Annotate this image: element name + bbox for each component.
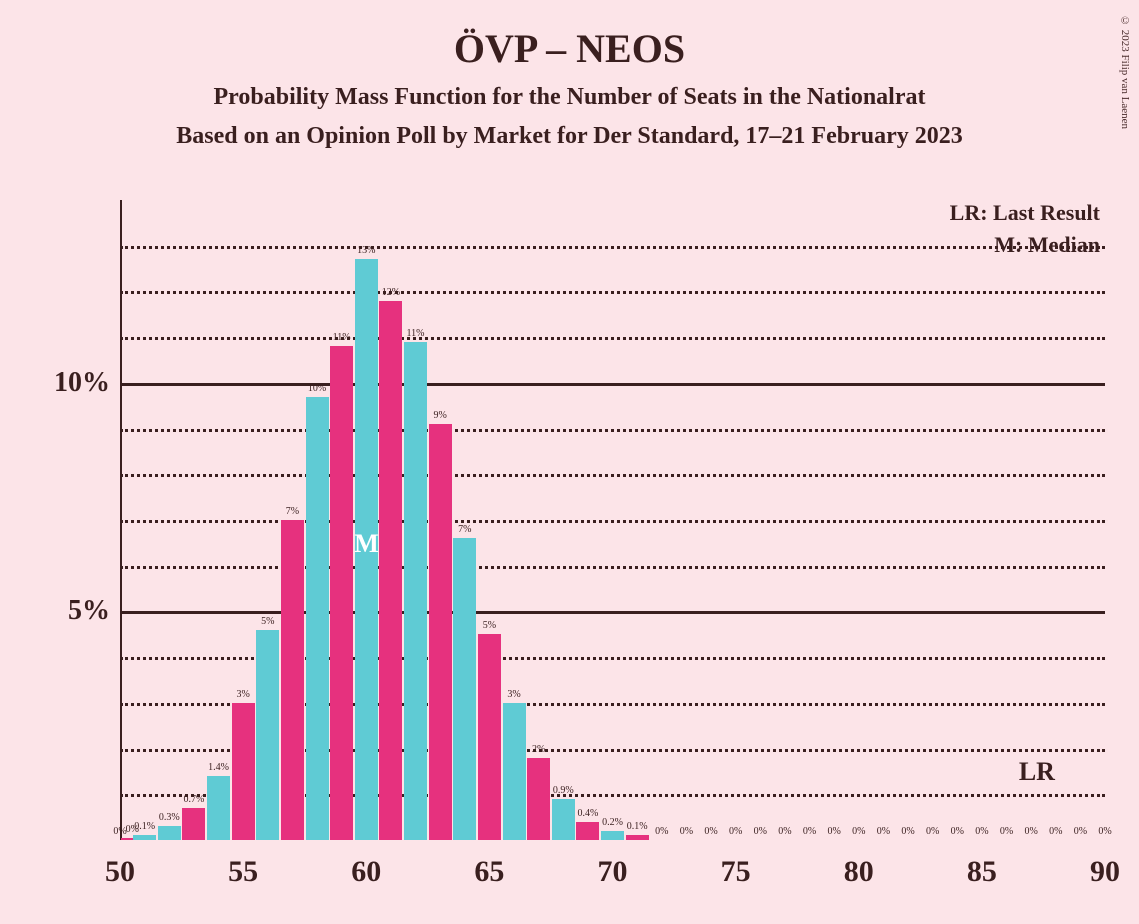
bar-label: 0% (975, 826, 988, 837)
bar-label: 3% (507, 689, 520, 700)
m-marker: M (354, 529, 379, 559)
y-tick-label: 5% (68, 595, 110, 627)
bar-label: 5% (483, 620, 496, 631)
bar-label: 0% (704, 826, 717, 837)
bar-label: 0% (1000, 826, 1013, 837)
x-tick-label: 85 (967, 855, 997, 889)
bar (552, 799, 575, 840)
bar (404, 342, 427, 840)
bar-label: 0% (803, 826, 816, 837)
bar-label: 0% (1074, 826, 1087, 837)
bar (601, 831, 624, 840)
bar-label: 0% (877, 826, 890, 837)
gridline (120, 337, 1105, 340)
x-tick-label: 50 (105, 855, 135, 889)
x-tick-label: 90 (1090, 855, 1120, 889)
legend-box: LR: Last Result M: Median (950, 200, 1100, 264)
bar-label: 0% (1049, 826, 1062, 837)
lr-marker: LR (1019, 757, 1055, 787)
bar-label: 0.9% (553, 785, 574, 796)
x-tick-label: 60 (351, 855, 381, 889)
gridline-major (120, 383, 1105, 386)
legend-lr: LR: Last Result (950, 200, 1100, 226)
bar-label: 9% (433, 410, 446, 421)
gridline (120, 520, 1105, 523)
bar (453, 538, 476, 840)
x-tick-label: 75 (721, 855, 751, 889)
title-block: ÖVP – NEOS Probability Mass Function for… (0, 0, 1139, 150)
bar-label: 0.1% (134, 821, 155, 832)
gridline (120, 474, 1105, 477)
x-tick-label: 70 (598, 855, 628, 889)
bar-label: 3% (236, 689, 249, 700)
bar (158, 826, 181, 840)
chart-area: LR: Last Result M: Median 0%0%0.1%0.3%0.… (120, 200, 1105, 840)
bar-label: 0% (655, 826, 668, 837)
bar (330, 346, 353, 840)
gridline (120, 429, 1105, 432)
x-tick-label: 65 (474, 855, 504, 889)
bar (626, 835, 649, 840)
gridline (120, 246, 1105, 249)
bar-label: 0% (680, 826, 693, 837)
bar-label: 7% (286, 506, 299, 517)
bar-label: 0% (1098, 826, 1111, 837)
bar-label: 11% (333, 332, 351, 343)
bar (527, 758, 550, 840)
bar (503, 703, 526, 840)
bar-label: 0% (901, 826, 914, 837)
bar-label: 0.2% (602, 817, 623, 828)
bar-label: 7% (458, 524, 471, 535)
gridline (120, 291, 1105, 294)
bar-label: 0.7% (183, 794, 204, 805)
bar (281, 520, 304, 840)
bar-label: 0% (951, 826, 964, 837)
bar (429, 424, 452, 840)
bar-label: 0.1% (627, 821, 648, 832)
bar-label: 0% (926, 826, 939, 837)
bar (182, 808, 205, 840)
bar (379, 301, 402, 840)
bar-label: 1.4% (208, 762, 229, 773)
bar (256, 630, 279, 840)
bar-label: 12% (382, 287, 400, 298)
bar-label: 10% (308, 383, 326, 394)
gridline (120, 566, 1105, 569)
bar-label: 11% (407, 328, 425, 339)
bar-label: 13% (357, 245, 375, 256)
x-tick-label: 55 (228, 855, 258, 889)
poll-info: Based on an Opinion Poll by Market for D… (0, 123, 1139, 150)
bar-label: 0% (1024, 826, 1037, 837)
bar (207, 776, 230, 840)
main-title: ÖVP – NEOS (0, 25, 1139, 72)
bar-label: 2% (532, 744, 545, 755)
bar-label: 0.3% (159, 812, 180, 823)
bar-label: 0% (852, 826, 865, 837)
bar (306, 397, 329, 840)
bar-label: 0% (729, 826, 742, 837)
bar-label: 5% (261, 616, 274, 627)
bar-label: 0% (778, 826, 791, 837)
y-tick-label: 10% (54, 367, 110, 399)
gridline-major (120, 611, 1105, 614)
bar-label: 0% (754, 826, 767, 837)
bar (478, 634, 501, 840)
bar (576, 822, 599, 840)
x-tick-label: 80 (844, 855, 874, 889)
subtitle: Probability Mass Function for the Number… (0, 84, 1139, 111)
bar (133, 835, 156, 840)
bar (232, 703, 255, 840)
copyright-text: © 2023 Filip van Laenen (1119, 15, 1131, 129)
bar-label: 0.4% (577, 808, 598, 819)
bar-label: 0% (827, 826, 840, 837)
